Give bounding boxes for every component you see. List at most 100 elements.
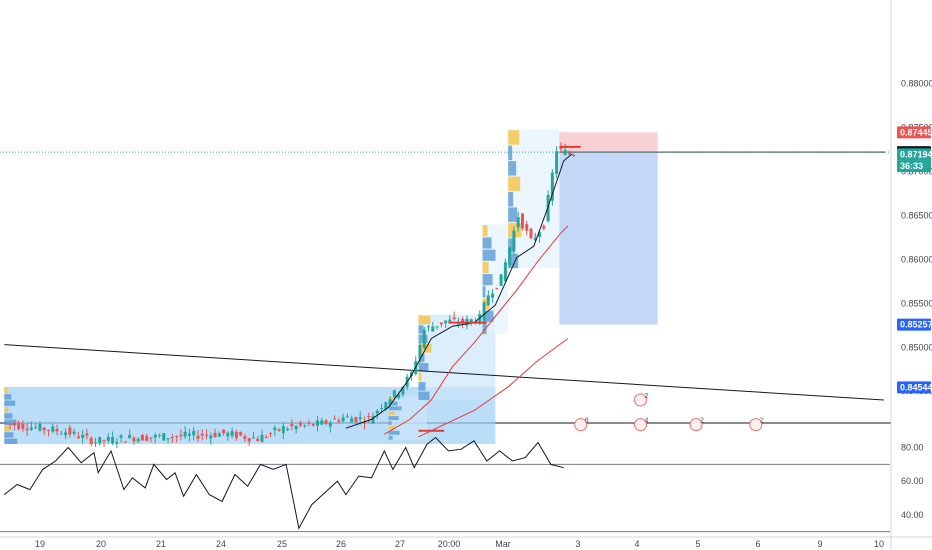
time-tick-label: 5 — [695, 539, 700, 549]
candle-body — [380, 407, 384, 409]
candle-body — [192, 430, 196, 436]
event-marker — [574, 418, 588, 432]
time-tick-label: 26 — [336, 539, 346, 549]
candle-body — [81, 434, 85, 438]
candle-body — [529, 228, 533, 239]
volume-profile-row — [4, 432, 14, 438]
price-tag-label: 0.84544 — [900, 382, 932, 392]
candle-body — [115, 442, 119, 444]
candle-body — [397, 394, 401, 398]
candle-body — [277, 429, 281, 431]
candle-body — [567, 152, 571, 155]
time-tick-label: 21 — [156, 539, 166, 549]
volume-profile-row — [4, 387, 8, 394]
time-tick-label: 20:00 — [438, 539, 461, 549]
candle-body — [269, 433, 273, 435]
event-marker — [689, 418, 703, 432]
price-tag — [897, 381, 931, 394]
candle-body — [119, 435, 123, 438]
price-tag — [897, 160, 931, 173]
candle-body — [328, 422, 332, 427]
candle-body — [371, 416, 375, 424]
candle-body — [59, 433, 63, 435]
candle-body — [435, 326, 439, 328]
volume-profile-row — [508, 253, 519, 269]
candle-body — [491, 293, 495, 298]
volume-profile-row — [508, 161, 517, 176]
candle-body — [234, 431, 238, 439]
candle-body — [431, 326, 435, 332]
price-tick-label: 0.85000 — [901, 342, 932, 352]
volume-profile-row — [482, 286, 486, 298]
candle-body — [290, 423, 294, 427]
volume-profile-row — [388, 396, 394, 401]
volume-profile-row — [418, 315, 431, 325]
candle-body — [76, 436, 80, 439]
candle-body — [25, 428, 29, 431]
candle-body — [341, 417, 345, 422]
candle-body — [140, 434, 144, 441]
volume-profile-row — [418, 325, 424, 334]
candle-body — [452, 317, 456, 320]
volume-profile-row — [482, 249, 496, 261]
candle-body — [563, 149, 567, 155]
candle-body — [239, 431, 243, 436]
price-tick-label: 0.86000 — [901, 254, 932, 264]
trendline — [4, 344, 884, 401]
candle-body — [520, 213, 524, 229]
candle-body — [4, 422, 8, 424]
candle-body — [111, 437, 115, 444]
time-tick-label: 3 — [575, 539, 580, 549]
candle-body — [72, 431, 76, 434]
volume-profile-row — [508, 176, 521, 191]
candle-body — [149, 437, 153, 439]
candle-body — [175, 436, 179, 438]
candle-body — [64, 432, 68, 436]
candle-body — [538, 232, 542, 237]
oscillator-pane[interactable] — [0, 436, 890, 533]
time-tick-label: 20 — [96, 539, 106, 549]
candle-body — [29, 427, 33, 430]
time-tick-label: 19 — [35, 539, 45, 549]
event-marker — [634, 418, 648, 432]
candle-body — [89, 438, 93, 445]
candle-body — [555, 151, 559, 174]
candle-body — [68, 427, 72, 435]
candle-body — [264, 436, 268, 438]
candle-body — [388, 399, 392, 404]
candle-body — [213, 432, 217, 437]
time-tick-label: 4 — [634, 539, 639, 549]
price-axis[interactable]: 0.845000.850000.855000.860000.865000.870… — [890, 0, 932, 550]
candle-body — [354, 417, 358, 423]
event-marker — [749, 418, 763, 432]
volume-profile-row — [388, 430, 400, 435]
volume-profile-row — [418, 382, 426, 391]
volume-profile-row — [508, 130, 520, 145]
oscillator-tick-label: 60.00 — [901, 476, 924, 486]
time-tick-label: 25 — [277, 539, 287, 549]
candle-body — [392, 390, 396, 397]
volume-profile-row — [418, 344, 432, 353]
candle-body — [482, 302, 486, 321]
price-pane[interactable]: 8 2 4 2 2 — [0, 129, 891, 449]
time-tick-label: 6 — [755, 539, 760, 549]
time-tick-label: Mar — [495, 539, 511, 549]
event-count: 2 — [760, 418, 764, 425]
candle-body — [350, 418, 354, 423]
candle-body — [418, 344, 422, 358]
candle-body — [162, 433, 166, 441]
volume-profile-row — [482, 310, 494, 322]
time-axis[interactable]: 19 20 21 24 25 26 27 20:00 Mar 3 4 5 6 9 10 — [0, 536, 932, 549]
oscillator-tick-label: 40.00 — [901, 510, 924, 520]
candle-body — [294, 425, 298, 430]
volume-profile-row — [482, 298, 490, 310]
event-count: 4 — [645, 418, 649, 425]
time-tick-label: 10 — [874, 539, 884, 549]
candle-body — [439, 322, 443, 325]
volume-profile-row — [388, 406, 402, 411]
candle-body — [422, 329, 426, 348]
volume-profile-row — [482, 274, 493, 286]
candle-body — [145, 436, 149, 441]
candle-body — [106, 436, 110, 441]
